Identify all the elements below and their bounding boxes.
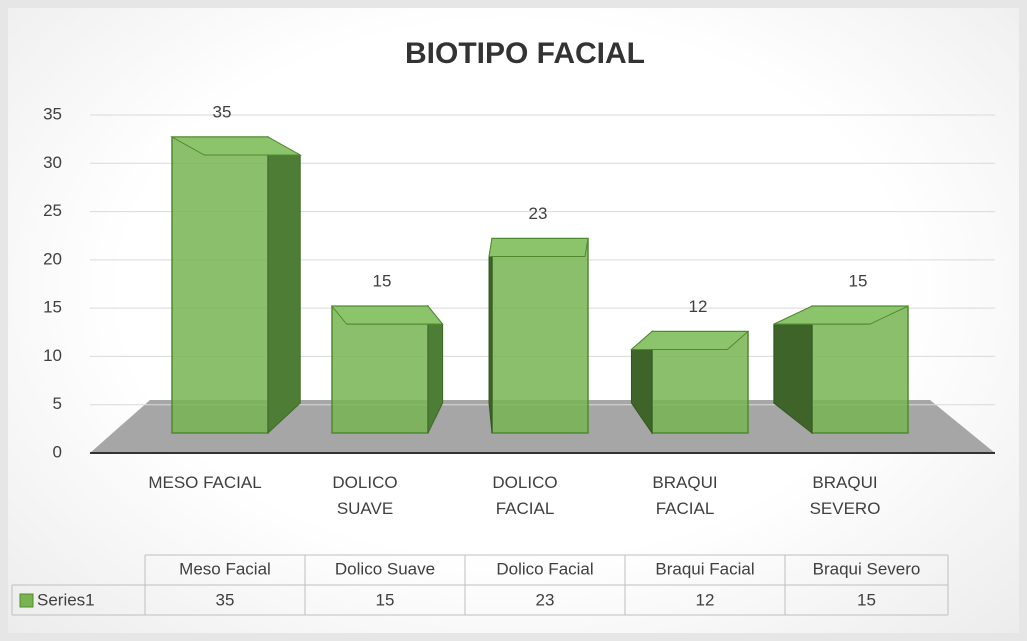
bar-face [811,305,909,434]
bar-face [330,305,444,325]
y-tick-label: 20 [43,249,62,268]
table-value: 15 [857,590,876,609]
bar-face [491,237,589,434]
chart-title: BIOTIPO FACIAL [405,37,645,70]
bar [773,305,909,435]
legend-key [19,593,34,608]
y-tick-label: 10 [43,346,62,365]
bar-face [171,136,269,434]
bar-face [331,305,429,434]
x-tick-label: MESO FACIAL [148,473,262,492]
x-tick-label: BRAQUI SEVERO [809,473,881,518]
y-tick-label: 0 [53,442,62,461]
bar [330,304,444,434]
table-value: 35 [216,590,235,609]
legend-label: Series1 [37,590,95,609]
table-header: Braqui Facial [655,559,754,578]
data-label: 12 [689,297,708,316]
table-header: Dolico Suave [335,559,435,578]
y-tick-label: 30 [43,153,62,172]
data-label: 15 [373,272,392,291]
table-header: Braqui Severo [813,559,921,578]
bar-face [488,238,493,434]
table-header: Dolico Facial [496,559,593,578]
bar [630,330,750,435]
table-header: Meso Facial [179,559,271,578]
y-tick-label: 5 [53,394,62,413]
bar-face [267,136,301,435]
table-value: 12 [696,590,715,609]
data-label: 35 [213,102,232,121]
y-tick-label: 15 [43,298,62,317]
bar-face [488,237,589,257]
table-value: 15 [376,590,395,609]
x-tick-label: BRAQUI FACIAL [652,473,718,518]
data-label: 15 [849,272,868,291]
table-value: 23 [536,590,555,609]
y-tick-label: 25 [43,201,62,220]
bar-face [630,331,750,351]
x-tick-label: DOLICO FACIAL [492,473,558,518]
y-tick-label: 35 [43,104,62,123]
x-tick-label: DOLICO SUAVE [332,473,398,518]
bar [488,237,589,434]
data-label: 23 [529,204,548,223]
bar [170,136,303,435]
